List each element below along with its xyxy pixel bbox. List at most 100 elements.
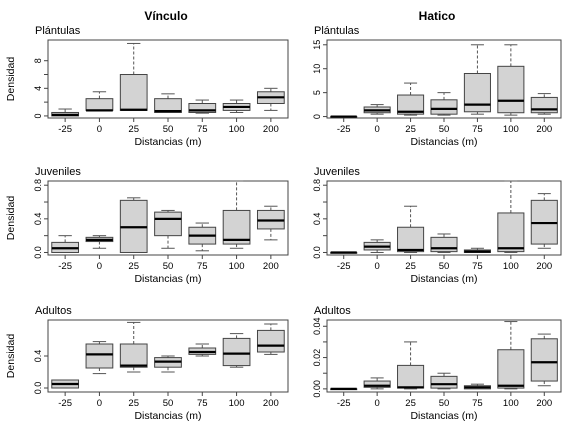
y-tick-label: 0.4 <box>312 213 322 226</box>
x-axis-title: Distancias (m) <box>410 136 477 148</box>
y-tick-label: 8 <box>33 58 43 63</box>
x-tick-label: 25 <box>405 124 416 135</box>
box-50 <box>430 92 458 116</box>
panel-3: Juveniles 0.0 0.4 0.8 -25 0 25 50 75 100 200 Distan… <box>312 166 562 285</box>
box-body <box>430 375 458 389</box>
box--25 <box>51 379 80 389</box>
y-tick-label: 0.0 <box>33 246 43 259</box>
x-tick-label: 100 <box>503 124 519 135</box>
x-tick-label: 50 <box>439 398 450 409</box>
box-50 <box>430 233 458 253</box>
panel-label: Juveniles <box>35 166 81 178</box>
x-tick-label: -25 <box>58 398 72 409</box>
box--25 <box>51 235 80 253</box>
panel-1: Plántulas 0 5 10 15 -25 0 25 50 75 100 200 Distancia… <box>312 25 562 148</box>
box-0 <box>363 377 391 390</box>
y-tick-label: 4 <box>33 86 43 91</box>
panel-4: Adultos 0.0 0.4 Densidad -25 0 25 50 75 100 200 Dis… <box>5 305 289 422</box>
x-tick-label: -25 <box>58 261 72 272</box>
x-axis-title: Distancias (m) <box>410 273 477 285</box>
box-25 <box>397 82 425 116</box>
box-200 <box>256 323 285 355</box>
x-tick-label: 75 <box>197 261 208 272</box>
box-body <box>430 236 458 253</box>
x-tick-label: 25 <box>405 398 416 409</box>
x-tick-label: 200 <box>536 398 552 409</box>
x-axis-title: Distancias (m) <box>134 273 201 285</box>
x-tick-label: 75 <box>472 124 483 135</box>
box-body <box>85 343 114 369</box>
x-axis-title: Distancias (m) <box>134 410 201 422</box>
x-tick-label: 0 <box>374 398 379 409</box>
box-body <box>497 65 525 114</box>
panel-2: Juveniles 0.0 0.4 0.8 Densidad -25 0 25 50 75 100 2… <box>5 166 289 285</box>
x-tick-label: -25 <box>337 261 351 272</box>
x-tick-label: 100 <box>503 261 519 272</box>
x-tick-label: 25 <box>405 261 416 272</box>
x-tick-label: 75 <box>472 261 483 272</box>
y-tick-label: 0 <box>312 114 322 119</box>
x-tick-label: 0 <box>97 124 102 135</box>
box-200 <box>530 93 558 115</box>
box-body <box>397 364 425 389</box>
box-25 <box>397 205 425 253</box>
box-0 <box>85 341 114 375</box>
box-200 <box>530 333 558 387</box>
box-25 <box>119 42 148 111</box>
x-axis-title: Distancias (m) <box>134 136 201 148</box>
box-0 <box>85 91 114 112</box>
box-50 <box>154 209 182 249</box>
y-tick-label: 0.8 <box>33 179 43 192</box>
y-tick-label: 0.4 <box>33 213 43 226</box>
box-25 <box>397 341 425 390</box>
x-tick-label: -25 <box>337 124 351 135</box>
box-body <box>397 94 425 115</box>
y-tick-label: 0.0 <box>312 246 322 259</box>
y-axis-title: Densidad <box>5 334 17 379</box>
panel-5: Adultos 0.00 0.02 0.04 -25 0 25 50 75 100 200 Dista… <box>312 305 562 422</box>
box-25 <box>119 321 148 373</box>
box-75 <box>188 222 217 252</box>
y-tick-label: 5 <box>312 90 322 95</box>
box-75 <box>188 343 217 357</box>
x-tick-label: -25 <box>58 124 72 135</box>
y-tick-label: 0 <box>33 113 43 118</box>
x-tick-label: 200 <box>263 398 279 409</box>
x-tick-label: 50 <box>439 124 450 135</box>
x-tick-label: 25 <box>128 398 139 409</box>
y-tick-label: 15 <box>312 40 322 50</box>
box-body <box>497 349 525 389</box>
box-50 <box>154 93 182 113</box>
x-tick-label: 75 <box>197 124 208 135</box>
x-tick-label: 0 <box>374 261 379 272</box>
x-tick-label: 75 <box>197 398 208 409</box>
box-100 <box>222 99 251 113</box>
box-200 <box>256 205 285 241</box>
x-tick-label: 0 <box>374 124 379 135</box>
box-body <box>430 99 458 115</box>
box-100 <box>222 180 251 249</box>
box-body <box>119 74 148 111</box>
box-100 <box>222 333 251 368</box>
panel-label: Adultos <box>35 305 72 317</box>
box--25 <box>51 108 80 117</box>
panel-0: Plántulas 0 4 8 Densidad -25 0 25 50 75 100 200 Dist… <box>5 25 289 148</box>
box-body <box>188 103 217 113</box>
y-tick-label: 0.4 <box>33 350 43 363</box>
x-tick-label: 100 <box>229 398 245 409</box>
box-100 <box>497 44 525 116</box>
box-body <box>397 226 425 253</box>
box-75 <box>188 99 217 114</box>
box-body <box>497 212 525 253</box>
x-tick-label: 200 <box>263 124 279 135</box>
x-tick-label: 200 <box>536 261 552 272</box>
x-tick-label: 25 <box>128 261 139 272</box>
box-body <box>463 72 491 113</box>
y-tick-label: 0.8 <box>312 179 322 192</box>
box-50 <box>430 372 458 390</box>
box-75 <box>463 247 491 253</box>
box-50 <box>154 355 182 373</box>
y-axis-title: Densidad <box>5 57 17 102</box>
